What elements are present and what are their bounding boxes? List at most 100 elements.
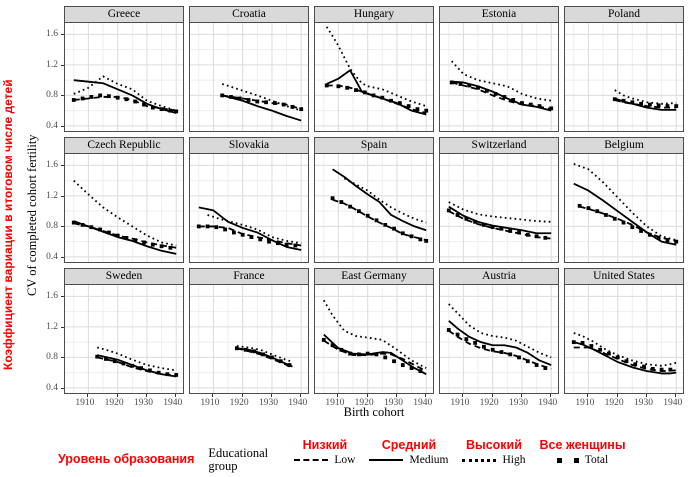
- x-tick-label: 1940: [538, 398, 558, 408]
- x-tick-label: 1930: [133, 398, 153, 408]
- facet-header: Hungary: [314, 6, 434, 23]
- panel-plot: [439, 285, 559, 394]
- x-tick-mark: [520, 394, 522, 397]
- facet-header: Austria: [439, 268, 559, 285]
- legend-title-english: Educational group: [208, 446, 269, 473]
- y-tick-label: 0.4: [46, 120, 58, 131]
- panel-plot: [314, 23, 434, 132]
- facet-panel: Belgium: [564, 137, 684, 263]
- x-tick-mark: [212, 394, 214, 397]
- x-tick-mark: [491, 394, 493, 397]
- panel-plot: [64, 23, 184, 132]
- panel-plot: [189, 285, 309, 394]
- x-tick-label: 1920: [604, 398, 624, 408]
- x-tick-mark: [550, 394, 552, 397]
- panel-plot: [439, 154, 559, 263]
- x-tick-mark: [337, 394, 339, 397]
- x-tick-label: 1920: [479, 398, 499, 408]
- y-tick-label: 1.2: [46, 190, 58, 201]
- facet-panel: Spain: [314, 137, 434, 263]
- facet-panel: Poland: [564, 6, 684, 132]
- y-tick-mark: [61, 95, 64, 97]
- x-tick-label: 1940: [663, 398, 683, 408]
- x-tick-mark: [145, 394, 147, 397]
- facet-panel: Hungary: [314, 6, 434, 132]
- x-tick-mark: [616, 394, 618, 397]
- facet-header: Poland: [564, 6, 684, 23]
- y-tick-label: 1.6: [46, 29, 58, 40]
- legend-title-russian: Уровень образования: [58, 452, 195, 466]
- y-tick-mark: [61, 226, 64, 228]
- y-tick-label: 0.4: [46, 382, 58, 393]
- facet-header: France: [189, 268, 309, 285]
- facet-panel: Sweden: [64, 268, 184, 394]
- legend-label-medium-ru: Средний: [381, 438, 437, 452]
- y-tick-mark: [61, 64, 64, 66]
- y-tick-label: 1.2: [46, 321, 58, 332]
- y-tick-label: 0.4: [46, 251, 58, 262]
- facet-header: Croatia: [189, 6, 309, 23]
- x-tick-label: 1910: [450, 398, 470, 408]
- x-tick-mark: [116, 394, 118, 397]
- facet-header: Slovakia: [189, 137, 309, 154]
- x-tick-label: 1930: [633, 398, 653, 408]
- x-tick-label: 1910: [325, 398, 345, 408]
- facet-panel: East Germany: [314, 268, 434, 394]
- facet-panel: Switzerland: [439, 137, 559, 263]
- y-tick-mark: [61, 326, 64, 328]
- facet-header: Czech Republic: [64, 137, 184, 154]
- y-tick-mark: [61, 387, 64, 389]
- y-tick-label: 1.6: [46, 291, 58, 302]
- y-tick-label: 1.6: [46, 160, 58, 171]
- facet-panel: Estonia: [439, 6, 559, 132]
- y-tick-label: 0.8: [46, 352, 58, 363]
- facet-header: Estonia: [439, 6, 559, 23]
- facet-header: Sweden: [64, 268, 184, 285]
- x-tick-mark: [300, 394, 302, 397]
- facet-panel: Slovakia: [189, 137, 309, 263]
- x-tick-mark: [675, 394, 677, 397]
- y-tick-mark: [61, 125, 64, 127]
- panel-plot: [564, 154, 684, 263]
- panel-plot: [64, 154, 184, 263]
- dotted-line-icon: [462, 458, 497, 462]
- dashed-line-icon: [294, 459, 329, 461]
- x-tick-label: 1920: [104, 398, 124, 408]
- x-tick-mark: [87, 394, 89, 397]
- y-tick-mark: [61, 357, 64, 359]
- facet-header: Belgium: [564, 137, 684, 154]
- facet-header: Greece: [64, 6, 184, 23]
- x-tick-mark: [587, 394, 589, 397]
- y-tick-label: 1.2: [46, 59, 58, 70]
- legend-item-high: Высокий High: [462, 438, 525, 474]
- facet-panel: Austria: [439, 268, 559, 394]
- y-tick-mark: [61, 296, 64, 298]
- facet-header: Spain: [314, 137, 434, 154]
- panel-plot: [439, 23, 559, 132]
- x-tick-label: 1910: [575, 398, 595, 408]
- x-tick-mark: [175, 394, 177, 397]
- facet-header: Switzerland: [439, 137, 559, 154]
- y-tick-mark: [61, 34, 64, 36]
- x-tick-mark: [241, 394, 243, 397]
- facet-panel: Croatia: [189, 6, 309, 132]
- x-axis-label: Birth cohort: [343, 405, 405, 419]
- x-tick-label: 1940: [163, 398, 183, 408]
- x-tick-mark: [270, 394, 272, 397]
- legend-label-low-en: Low: [334, 454, 356, 466]
- panel-plot: [564, 23, 684, 132]
- legend-item-medium: Средний Medium: [369, 438, 448, 474]
- x-tick-label: 1920: [354, 398, 374, 408]
- legend-label-low-ru: Низкий: [302, 438, 348, 452]
- legend-label-total-ru: Все женщины: [539, 438, 626, 452]
- y-tick-mark: [61, 256, 64, 258]
- x-tick-mark: [462, 394, 464, 397]
- legend-label-high-en: High: [502, 454, 526, 466]
- panel-plot: [64, 285, 184, 394]
- x-tick-label: 1930: [258, 398, 278, 408]
- x-tick-mark: [395, 394, 397, 397]
- y-tick-label: 0.8: [46, 90, 58, 101]
- panel-plot: [314, 154, 434, 263]
- legend-label-total-en: Total: [584, 454, 609, 466]
